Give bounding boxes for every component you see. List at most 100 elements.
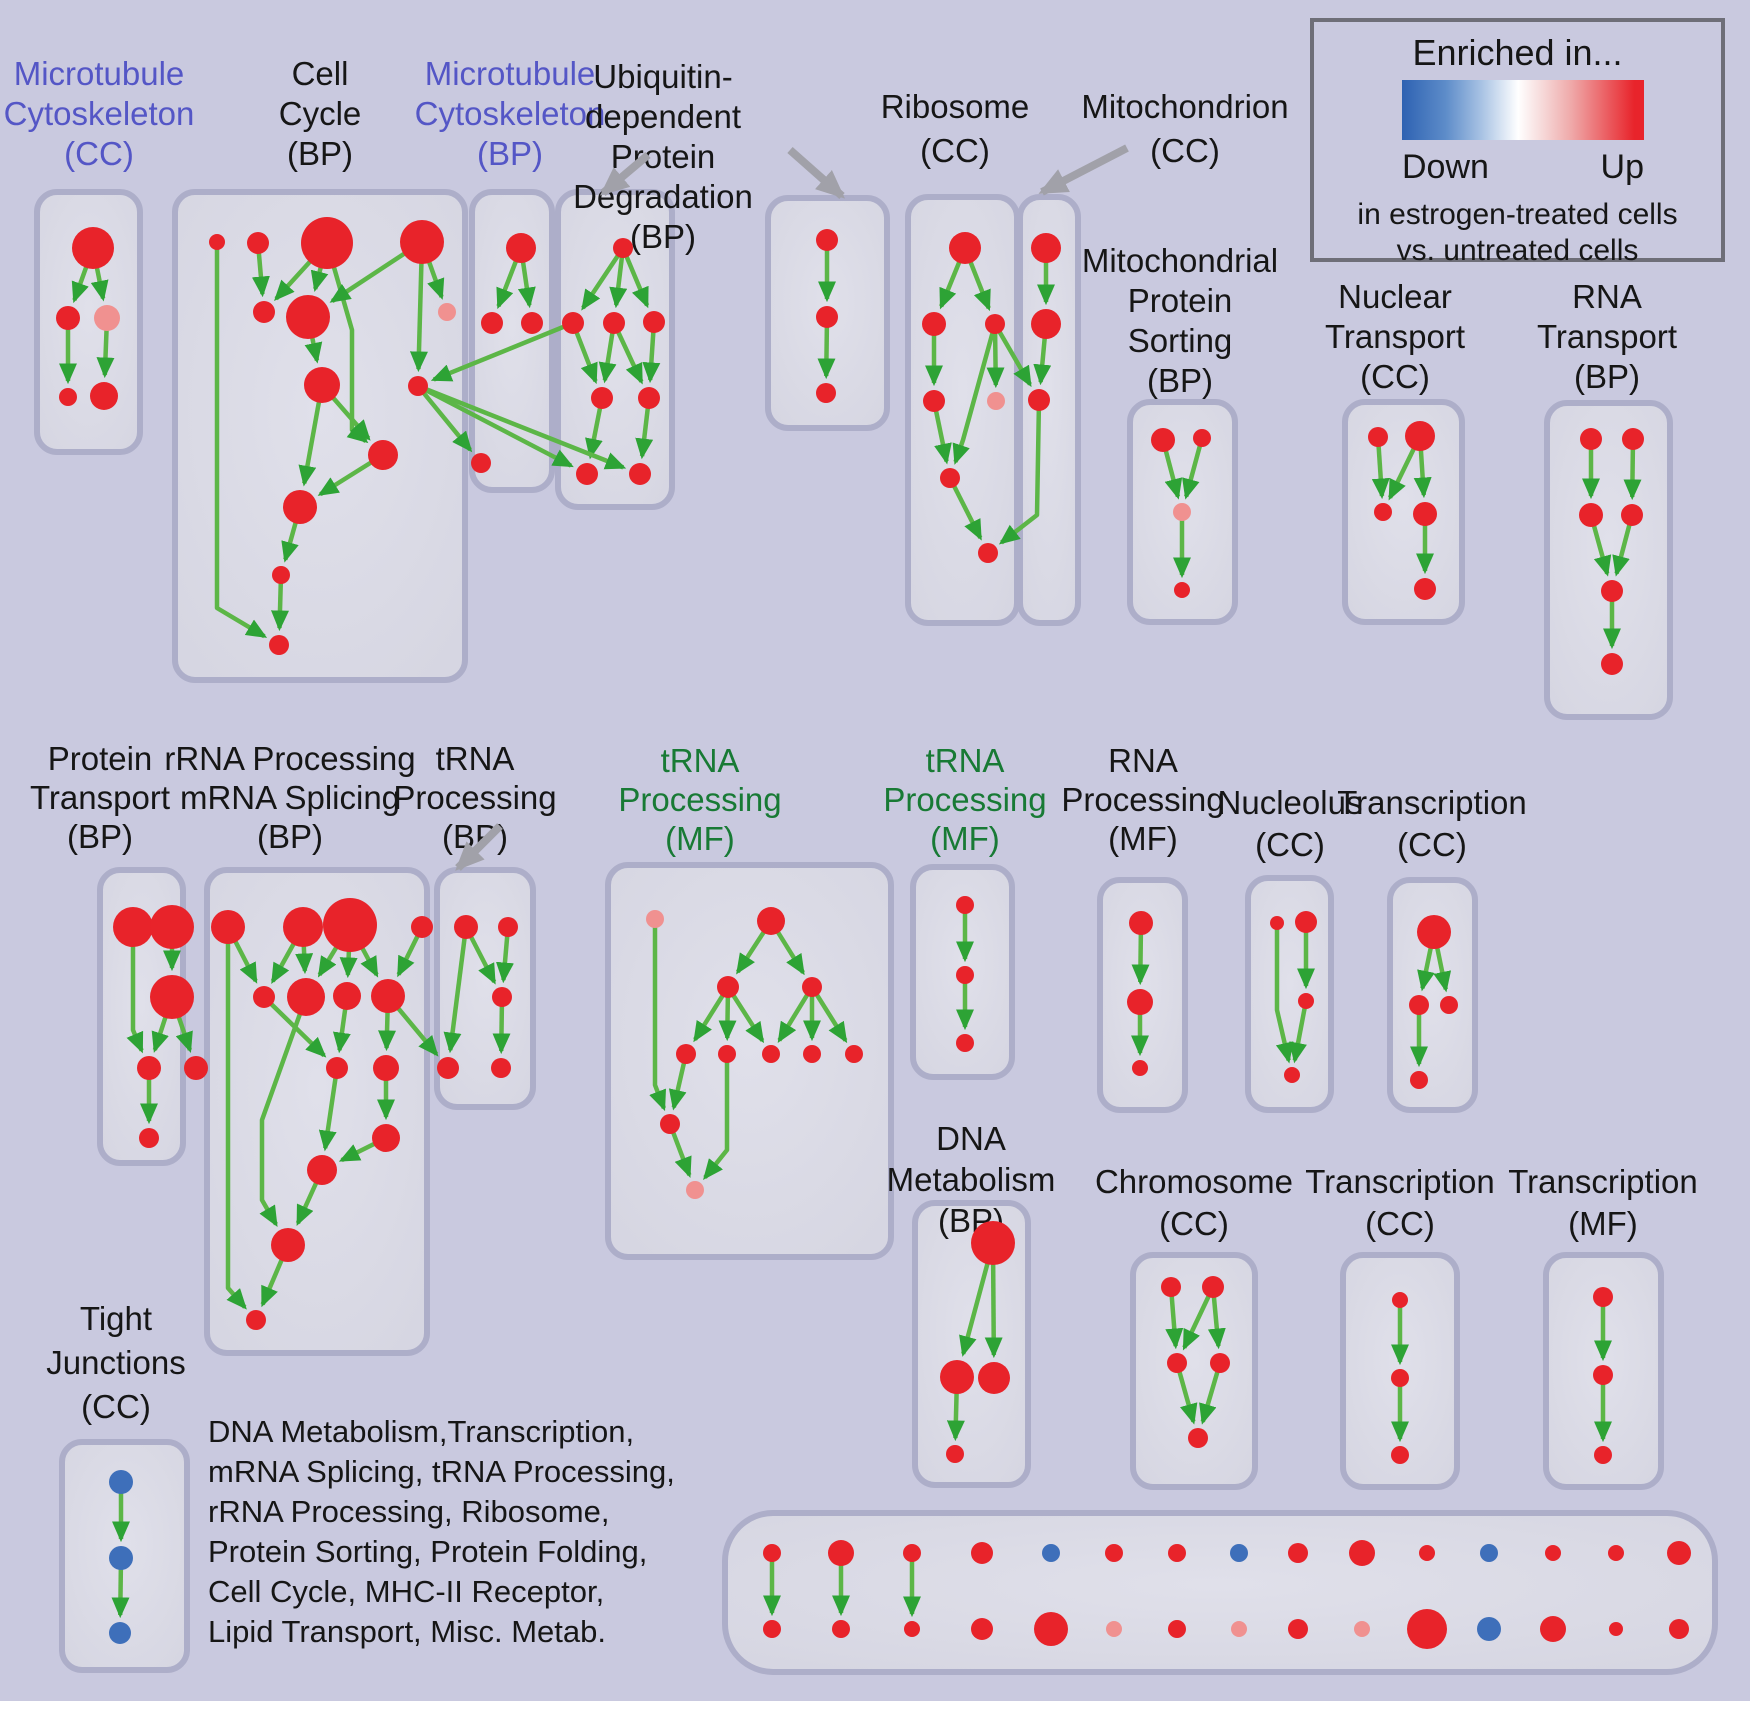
node-ub-l1 — [591, 387, 613, 409]
node-rr-d — [411, 916, 433, 938]
node-misc-u11 — [1407, 1609, 1447, 1649]
node-tm1-r5 — [845, 1045, 863, 1063]
node-tj-j3 — [109, 1622, 131, 1644]
cluster-label-tj: (CC) — [81, 1388, 151, 1425]
node-nuc-tr — [1295, 911, 1317, 933]
node-cc-n10 — [283, 490, 317, 524]
cluster-label-ub: (BP) — [630, 218, 696, 255]
node-nt-tr — [1405, 421, 1435, 451]
node-cc-n3 — [301, 217, 353, 269]
node-chr-tr — [1202, 1276, 1224, 1298]
node-mb-m2 — [521, 312, 543, 334]
node-pt-t2 — [150, 905, 194, 949]
color-legend: Enriched in... Down Up in estrogen-treat… — [1310, 18, 1725, 267]
node-misc-t8 — [1230, 1544, 1248, 1562]
node-cc-n8 — [408, 376, 428, 396]
node-rib-f — [978, 543, 998, 563]
node-pt-m — [150, 975, 194, 1019]
node-tm2-s2 — [956, 966, 974, 984]
node-misc-u1 — [763, 1620, 781, 1638]
node-mcc-c — [94, 305, 120, 331]
cluster-label-tj: Tight — [80, 1300, 152, 1337]
node-tmf-m — [1593, 1365, 1613, 1385]
edge-ub.t-to-ub.m3 — [620, 247, 650, 309]
node-misc-u12 — [1477, 1617, 1501, 1641]
cluster-label-cc: Cell — [292, 55, 349, 92]
cluster-label-mcc: (CC) — [64, 135, 134, 172]
cluster-label-cc: (BP) — [287, 135, 353, 172]
cluster-label-rt: (BP) — [1574, 358, 1640, 395]
edge-cc.n8-to-ub.b2 — [417, 383, 627, 470]
cluster-label-tcm: Transcription — [1337, 784, 1527, 821]
edges-layer — [59, 240, 1642, 1619]
cluster-label-rpm: RNA — [1108, 742, 1178, 779]
node-misc-t6 — [1105, 1544, 1123, 1562]
node-tcl-b — [1391, 1446, 1409, 1464]
edge-rib.b-to-rib.d — [986, 323, 1005, 389]
node-rr-l3 — [246, 1310, 266, 1330]
cluster-label-tcl: (CC) — [1365, 1205, 1435, 1242]
cluster-label-tmf: Transcription — [1508, 1163, 1698, 1200]
cluster-labels-layer: MicrotubuleCytoskeleton(CC)CellCycle(BP)… — [4, 55, 1698, 1425]
node-misc-t11 — [1419, 1545, 1435, 1561]
cluster-label-tcl: Transcription — [1305, 1163, 1495, 1200]
node-cc-n4 — [400, 220, 444, 264]
legend-context-line-2: vs. untreated cells — [1396, 234, 1639, 267]
node-rib-a — [922, 312, 946, 336]
node-misc-t15 — [1667, 1541, 1691, 1565]
node-tm1-r2 — [718, 1045, 736, 1063]
node-tj-j2 — [109, 1546, 133, 1570]
node-misc-u3 — [904, 1621, 920, 1637]
cluster-label-tm1: tRNA — [661, 742, 740, 779]
gray-arrow-label-to-mitochondrion-box — [1038, 144, 1129, 196]
node-misc-u2 — [832, 1620, 850, 1638]
edge-rib.b-to-rib.e — [952, 323, 998, 465]
edge-mps.tr-to-mps.m — [1182, 437, 1205, 500]
cluster-label-tcm: (CC) — [1397, 826, 1467, 863]
node-pt-l2 — [184, 1056, 208, 1080]
cluster-label-cc: Cycle — [279, 95, 362, 132]
node-nt-mr — [1413, 502, 1437, 526]
node-rr-g — [333, 982, 361, 1010]
edge-nuc.mr-to-nuc.b — [1289, 1000, 1309, 1064]
cluster-box-nuc — [1245, 875, 1334, 1113]
node-tb-tr — [498, 917, 518, 937]
node-misc-u5 — [1034, 1612, 1068, 1646]
node-chr-mr — [1210, 1353, 1230, 1373]
cluster-label-tj: Junctions — [46, 1344, 185, 1381]
cluster-box-chr — [1130, 1252, 1258, 1490]
node-rr-a — [211, 910, 245, 944]
node-rpm-r3 — [1132, 1060, 1148, 1076]
node-ub2-c1 — [816, 229, 838, 251]
node-misc-u4 — [971, 1618, 993, 1640]
node-tb-br — [491, 1058, 511, 1078]
node-cc-n6 — [286, 295, 330, 339]
node-dna-t — [971, 1221, 1015, 1265]
edge-rib.b-to-mito.ml — [993, 322, 1032, 388]
cluster-label-tb: Processing — [393, 779, 556, 816]
node-rib-e — [940, 468, 960, 488]
edge-rr.a-to-rr.l3 — [225, 927, 247, 1310]
footnote-line: DNA Metabolism,Transcription, — [208, 1414, 635, 1449]
node-tcm-ml — [1409, 995, 1429, 1015]
node-tb-bl — [437, 1057, 459, 1079]
legend-title: Enriched in... — [1412, 32, 1623, 73]
annotation-arrows-layer — [455, 144, 1129, 871]
cluster-label-pt: Transport — [30, 779, 170, 816]
cluster-label-mcc: Cytoskeleton — [4, 95, 195, 132]
node-misc-u6 — [1106, 1621, 1122, 1637]
cluster-label-tb: tRNA — [436, 740, 515, 777]
node-nt-b — [1414, 578, 1436, 600]
cluster-label-rpm: Processing — [1061, 781, 1224, 818]
node-tm2-s3 — [956, 1034, 974, 1052]
node-cc-n11 — [272, 566, 290, 584]
cluster-label-pt: Protein — [48, 740, 153, 777]
node-chr-tl — [1161, 1277, 1181, 1297]
cluster-label-tmf: (MF) — [1568, 1205, 1638, 1242]
edge-cc.n1-to-cc.n12 — [214, 242, 268, 639]
node-cc-n1 — [209, 234, 225, 250]
cluster-label-tm2: (MF) — [930, 820, 1000, 857]
node-rr-l1 — [307, 1155, 337, 1185]
cluster-label-chr: (CC) — [1159, 1205, 1229, 1242]
